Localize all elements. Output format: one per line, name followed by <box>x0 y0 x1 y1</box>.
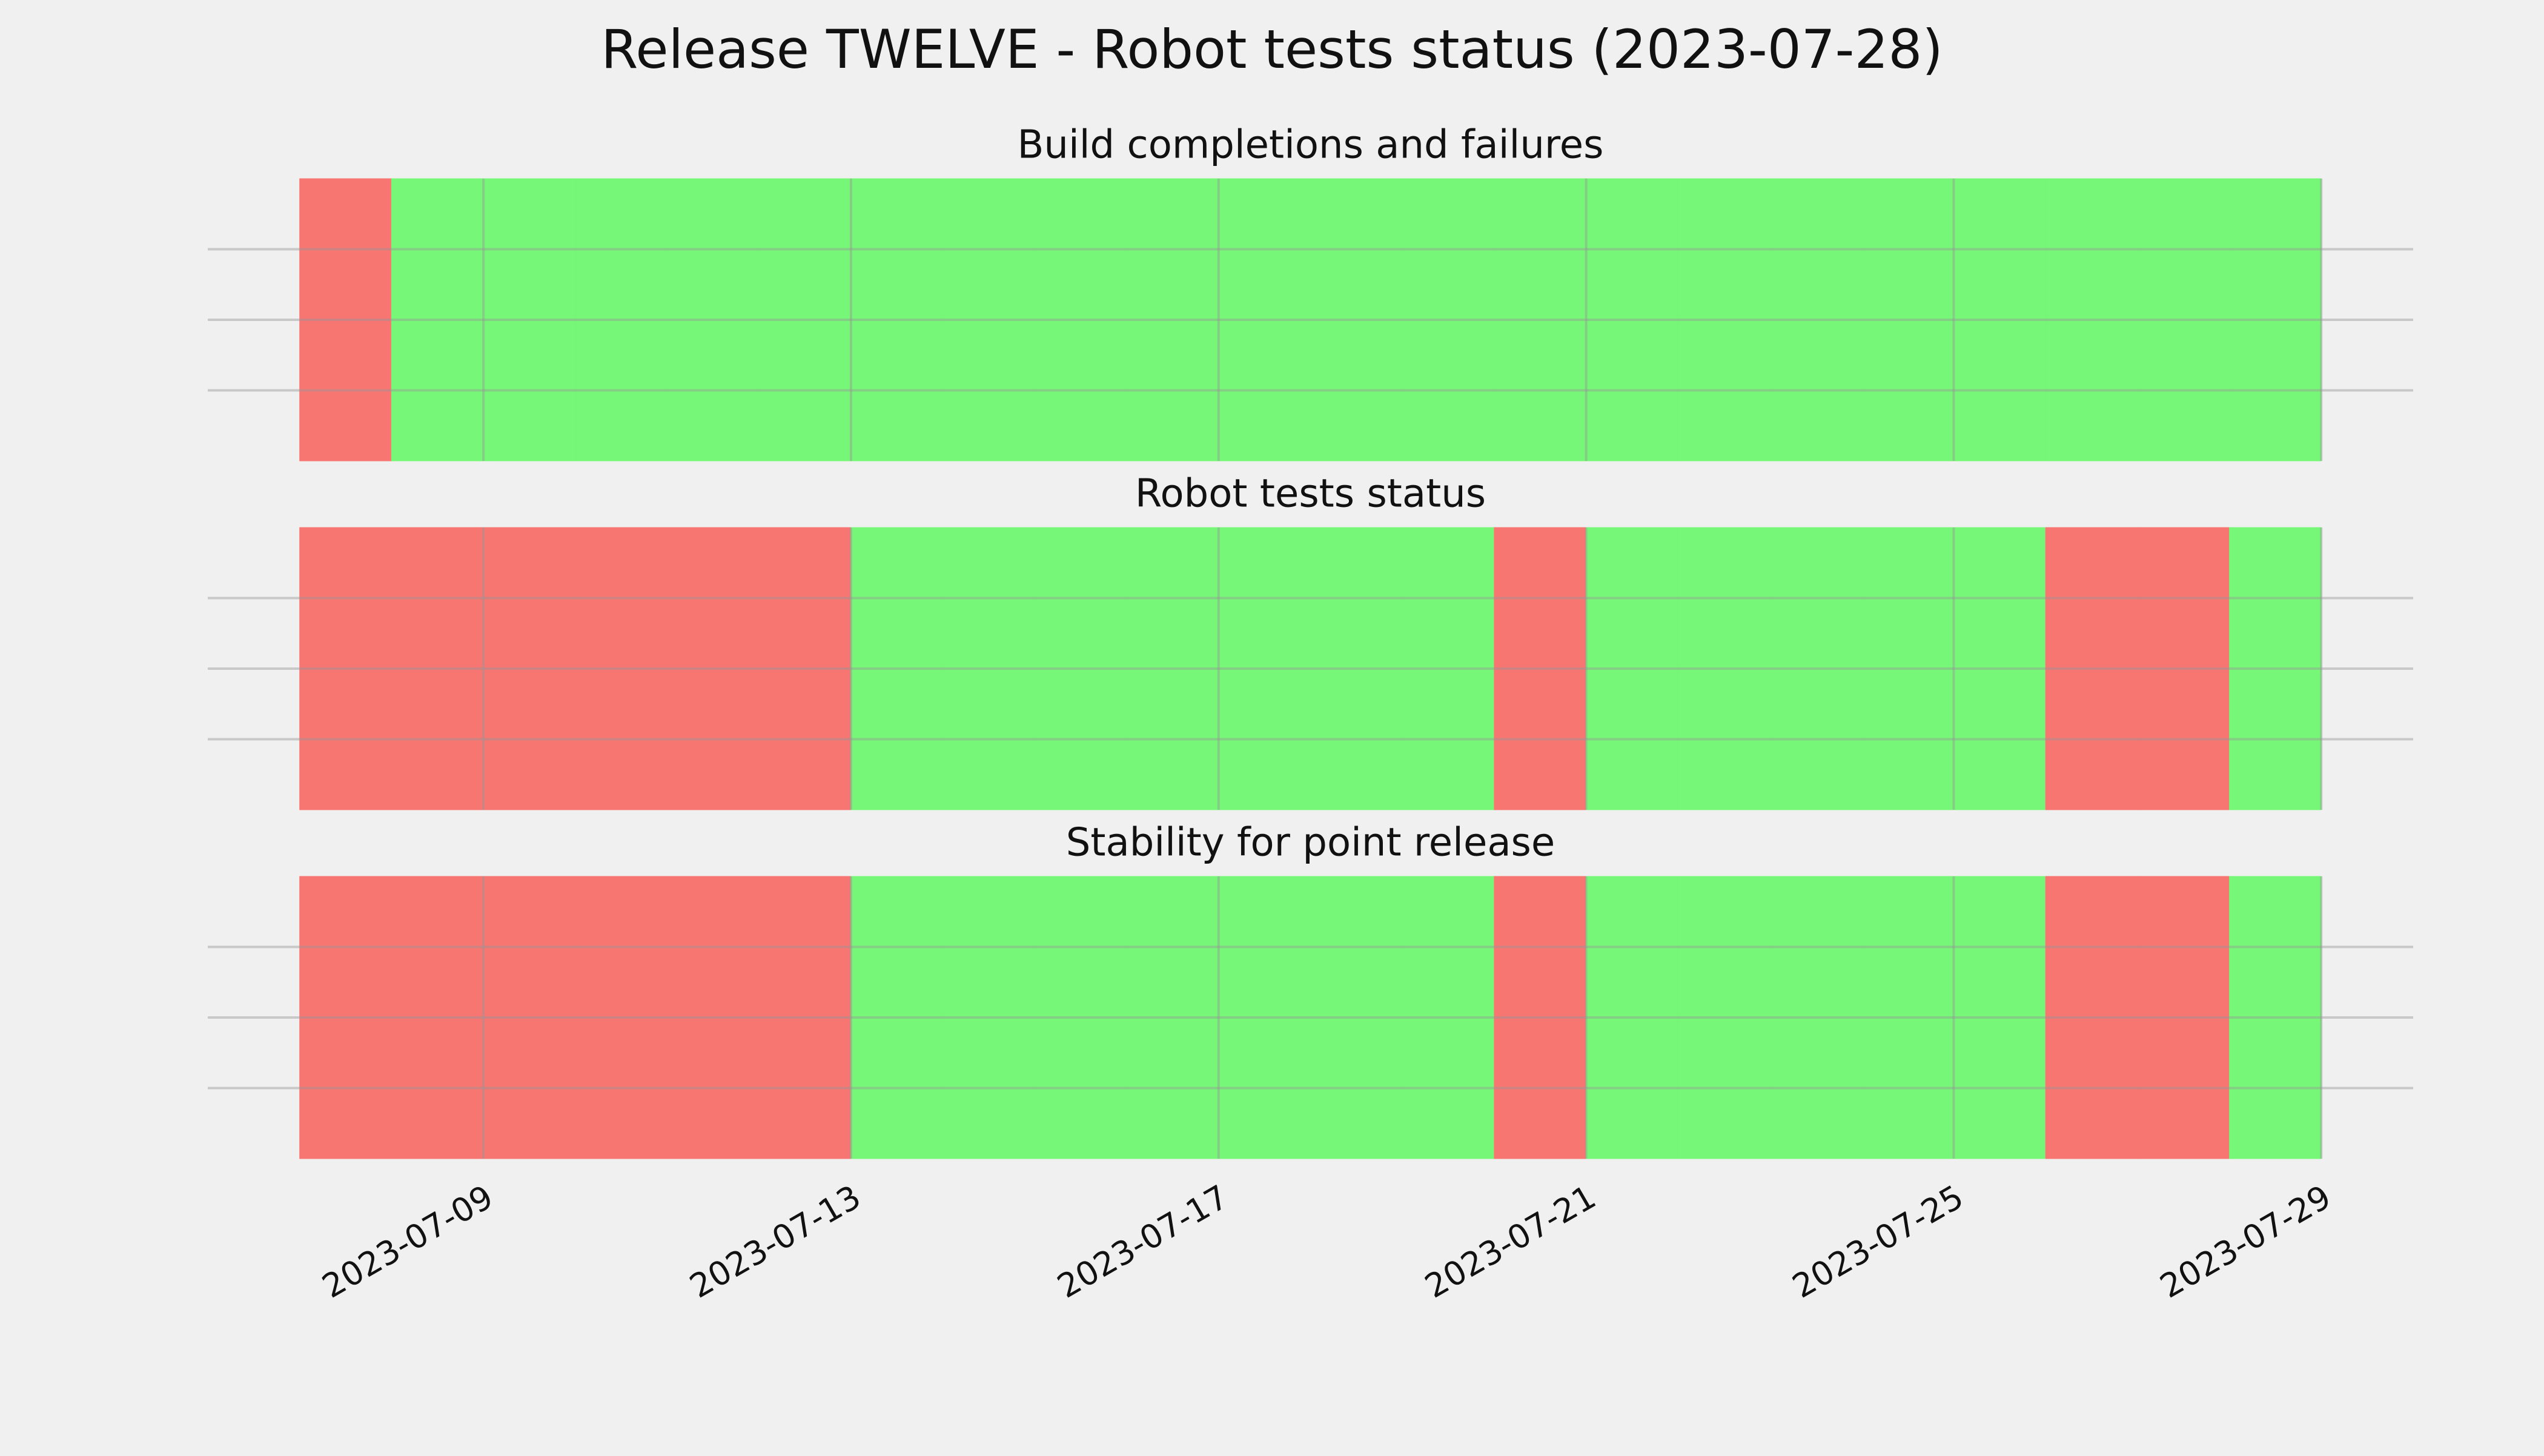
status-bar <box>1034 527 1127 810</box>
status-bar <box>1861 527 1954 810</box>
status-bar <box>850 527 944 810</box>
status-bar <box>1677 178 1771 462</box>
status-bar <box>1034 178 1127 462</box>
status-bar <box>1953 527 2046 810</box>
status-bar <box>1218 527 1311 810</box>
status-bar <box>1586 527 1678 810</box>
status-bar <box>1494 527 1587 810</box>
status-bar <box>667 876 760 1159</box>
status-bar <box>2045 178 2138 462</box>
status-bar <box>758 178 852 462</box>
status-bar <box>1494 876 1587 1159</box>
status-bar <box>1218 876 1311 1159</box>
status-bar <box>2137 178 2230 462</box>
status-bar <box>1861 178 1954 462</box>
status-bar <box>1126 876 1219 1159</box>
status-bar <box>942 876 1035 1159</box>
status-bar <box>1402 876 1495 1159</box>
status-bar <box>2229 178 2322 462</box>
status-bar <box>667 178 760 462</box>
status-bar <box>1769 178 1863 462</box>
status-bar <box>1310 876 1403 1159</box>
status-bar <box>758 876 852 1159</box>
status-bar <box>575 527 668 810</box>
status-bar <box>1677 876 1771 1159</box>
status-bar <box>1034 876 1127 1159</box>
status-bar <box>483 876 576 1159</box>
status-bar <box>1769 876 1863 1159</box>
status-bar <box>575 876 668 1159</box>
status-bar <box>1677 527 1771 810</box>
status-bar <box>391 876 484 1159</box>
status-bar <box>299 178 392 462</box>
status-bar <box>1402 178 1495 462</box>
status-bar <box>1494 178 1587 462</box>
status-bar <box>1310 527 1403 810</box>
status-bar <box>1402 527 1495 810</box>
status-bar <box>1586 178 1678 462</box>
status-bar <box>2137 876 2230 1159</box>
status-bar <box>1218 178 1311 462</box>
status-bar <box>2045 527 2138 810</box>
status-bar <box>850 178 944 462</box>
status-bar <box>2229 876 2322 1159</box>
status-bar <box>1310 178 1403 462</box>
chart-title: Release TWELVE - Robot tests status (202… <box>601 18 1943 81</box>
status-bar <box>2229 527 2322 810</box>
status-bar <box>2045 876 2138 1159</box>
status-bar <box>299 876 392 1159</box>
status-bar <box>391 527 484 810</box>
status-bar <box>850 876 944 1159</box>
status-bar <box>942 527 1035 810</box>
status-bar <box>1953 876 2046 1159</box>
status-bar <box>1769 527 1863 810</box>
status-bar <box>299 527 392 810</box>
status-bar <box>667 527 760 810</box>
status-bar <box>1861 876 1954 1159</box>
panel-title: Build completions and failures <box>1018 123 1604 168</box>
status-bar <box>1126 527 1219 810</box>
status-bar <box>483 178 576 462</box>
status-bar <box>1953 178 2046 462</box>
status-bar <box>1126 178 1219 462</box>
status-bar <box>575 178 668 462</box>
status-bar <box>942 178 1035 462</box>
status-bar <box>391 178 484 462</box>
status-bar <box>1586 876 1678 1159</box>
panel-title: Stability for point release <box>1066 821 1555 865</box>
panel-title: Robot tests status <box>1135 472 1486 517</box>
